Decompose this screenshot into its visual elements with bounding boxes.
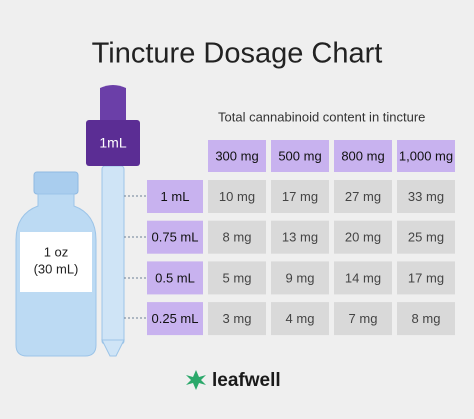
table-caption: Total cannabinoid content in tincture <box>218 109 425 124</box>
row-header: 1 mL <box>161 189 190 204</box>
cell-value: 20 mg <box>345 230 381 245</box>
cell-value: 33 mg <box>408 189 444 204</box>
cell-value: 14 mg <box>345 270 381 285</box>
table-cell <box>208 220 266 254</box>
cell-value: 5 mg <box>223 270 252 285</box>
cell-value: 8 mg <box>412 311 441 326</box>
cell-value: 8 mg <box>223 230 252 245</box>
table-cell <box>271 302 329 336</box>
table-cell <box>271 180 329 213</box>
cell-value: 9 mg <box>286 270 315 285</box>
row-header-cell <box>147 220 203 254</box>
table: 300 mg 500 mg 800 mg 1,000 mg 1 mL 10 mg 17 mg… <box>147 140 455 336</box>
cell-value: 17 mg <box>408 270 444 285</box>
cell-value: 13 mg <box>282 230 318 245</box>
dropper-label: 1mL <box>99 135 126 151</box>
table-cell <box>334 180 392 213</box>
table-cell <box>271 220 329 254</box>
column-header-cell <box>208 140 266 172</box>
column-header-cell <box>397 140 455 172</box>
cell-value: 17 mg <box>282 189 318 204</box>
table-cell <box>397 180 455 213</box>
table-cell <box>397 302 455 336</box>
table-cell <box>397 220 455 254</box>
table-cell <box>334 261 392 295</box>
row-header: 0.25 mL <box>152 311 199 326</box>
table-cell <box>334 302 392 336</box>
table-cell <box>334 220 392 254</box>
bottle-label <box>20 232 92 292</box>
table-cell <box>208 302 266 336</box>
cell-value: 10 mg <box>219 189 255 204</box>
cell-value: 4 mg <box>286 311 315 326</box>
bottle: 1 oz (30 mL) <box>15 171 97 357</box>
bottle-volume: (30 mL) <box>34 261 79 276</box>
column-header: 1,000 mg <box>399 148 453 163</box>
table-cell <box>271 261 329 295</box>
row-header-cell <box>147 261 203 295</box>
logo: leafwell <box>186 370 281 391</box>
bottle-size: 1 oz <box>44 244 69 259</box>
column-header: 500 mg <box>278 148 321 163</box>
dropper: 1mL <box>86 85 147 357</box>
cell-value: 3 mg <box>223 311 252 326</box>
table-cell <box>397 261 455 295</box>
row-header-cell <box>147 180 203 213</box>
logo-text: leafwell <box>212 370 281 391</box>
title: Tincture Dosage Chart <box>92 38 383 70</box>
column-header: 300 mg <box>215 148 258 163</box>
column-header-cell <box>334 140 392 172</box>
cell-value: 7 mg <box>349 311 378 326</box>
cell-value: 25 mg <box>408 230 444 245</box>
table-cell <box>208 180 266 213</box>
column-header: 800 mg <box>341 148 384 163</box>
table-cell <box>208 261 266 295</box>
row-header-cell <box>147 302 203 336</box>
column-header-cell <box>271 140 329 172</box>
row-header: 0.75 mL <box>152 230 199 245</box>
row-header: 0.5 mL <box>155 270 195 285</box>
cell-value: 27 mg <box>345 189 381 204</box>
